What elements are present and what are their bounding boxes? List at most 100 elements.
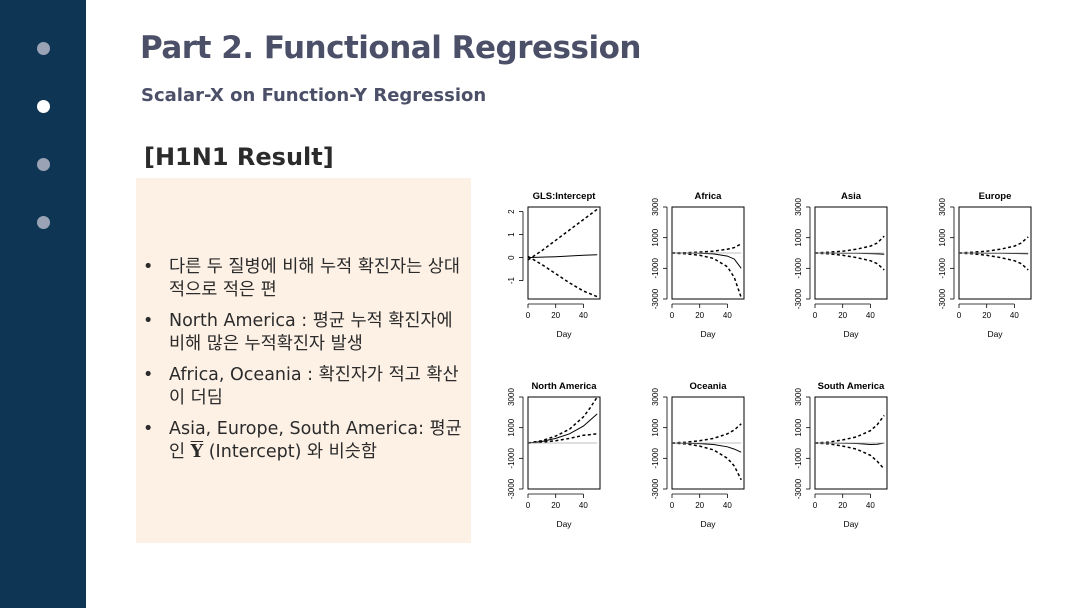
y-tick-label: -1000	[794, 448, 803, 469]
x-axis-label: Day	[700, 329, 716, 339]
y-tick-label: 0	[507, 255, 516, 260]
confidence-band-line	[958, 252, 1029, 271]
confidence-band-line	[671, 423, 742, 444]
x-tick-label: 0	[526, 501, 531, 510]
chart-panel: South America 0 20 40 Day -3000 -1000 1000 3000	[794, 381, 888, 529]
bullet-marker: •	[143, 257, 154, 277]
x-axis-label: Day	[556, 329, 572, 339]
x-tick-label: 0	[670, 311, 675, 320]
bullet-marker: •	[143, 419, 154, 439]
bullet-text: North America : 평균 누적 확진자에 비해 많은 누적확진자 발…	[169, 311, 453, 354]
confidence-band-line	[814, 442, 885, 470]
bullet-text: Africa, Oceania : 확진자가 적고 확산이 더딤	[169, 365, 459, 408]
y-tick-label: 1000	[794, 228, 803, 246]
bullet-marker: •	[143, 311, 154, 331]
nav-dot-1[interactable]	[37, 42, 50, 55]
y-tick-label: 3000	[507, 388, 516, 406]
bullet-item: • Asia, Europe, South America: 평균인 Y (Int…	[140, 418, 466, 464]
y-tick-label: -3000	[794, 288, 803, 309]
chart-title: South America	[818, 381, 885, 392]
page-title: Part 2. Functional Regression	[140, 30, 641, 66]
chart-title: Oceania	[690, 381, 728, 392]
y-tick-label: -1000	[938, 258, 947, 279]
chart-title: Africa	[695, 191, 723, 202]
y-tick-label: 3000	[938, 198, 947, 216]
bullet-item: • North America : 평균 누적 확진자에 비해 많은 누적확진자 …	[140, 310, 466, 356]
y-tick-label: -3000	[507, 478, 516, 499]
x-tick-label: 40	[579, 501, 588, 510]
x-axis-label: Day	[700, 519, 716, 529]
x-tick-label: 20	[982, 311, 991, 320]
x-tick-label: 20	[551, 501, 560, 510]
x-tick-label: 0	[813, 501, 818, 510]
confidence-band-line	[814, 414, 885, 444]
bullet-marker: •	[143, 365, 154, 385]
chart-grid: GLS:Intercept 0 20 40 Day -1 0 1 2 Africa 0 20 40 Day…	[507, 191, 1032, 529]
x-axis-label: Day	[556, 519, 572, 529]
chart-title: Europe	[979, 191, 1012, 202]
estimate-line	[672, 252, 742, 269]
confidence-band-line	[527, 396, 598, 444]
x-tick-label: 20	[695, 311, 704, 320]
y-tick-label: 3000	[794, 198, 803, 216]
x-tick-label: 0	[526, 311, 531, 320]
y-bar-symbol: Y	[190, 442, 204, 462]
chart-panel: Africa 0 20 40 Day -3000 -1000 1000 3000	[651, 191, 745, 339]
bullet-text: 다른 두 질병에 비해 누적 확진자는 상대적으로 적은 편	[169, 257, 460, 300]
x-tick-label: 40	[866, 311, 875, 320]
confidence-band-line	[527, 255, 598, 298]
chart-panel: Oceania 0 20 40 Day -3000 -1000 1000 3000	[651, 381, 745, 529]
y-tick-label: 1000	[507, 418, 516, 436]
notes-panel	[136, 178, 471, 543]
y-tick-label: -1	[507, 276, 516, 284]
bullet-item: • 다른 두 질병에 비해 누적 확진자는 상대적으로 적은 편	[140, 256, 466, 302]
x-tick-label: 40	[723, 311, 732, 320]
x-tick-label: 40	[866, 501, 875, 510]
y-tick-label: 1000	[651, 228, 660, 246]
y-tick-label: 1	[507, 232, 516, 237]
confidence-band-line	[814, 235, 885, 254]
plot-frame	[527, 206, 601, 300]
x-axis-label: Day	[843, 519, 859, 529]
y-tick-label: 1000	[794, 418, 803, 436]
chart-panel: Asia 0 20 40 Day -3000 -1000 1000 3000	[794, 191, 888, 339]
y-tick-label: -3000	[651, 478, 660, 499]
bullet-item: • Africa, Oceania : 확진자가 적고 확산이 더딤	[140, 364, 466, 410]
confidence-band-line	[527, 433, 598, 444]
chart-panel: GLS:Intercept 0 20 40 Day -1 0 1 2	[507, 191, 601, 339]
bullet-text-post: (Intercept) 와 비슷함	[203, 442, 377, 462]
y-tick-label: 1000	[651, 418, 660, 436]
bullet-text-pre: Asia, Europe, South America: 평균인	[169, 419, 462, 462]
estimate-line	[527, 254, 598, 259]
chart-title: GLS:Intercept	[533, 191, 597, 202]
chart-panel: North America 0 20 40 Day -3000 -1000 1000 3000	[507, 381, 601, 529]
y-tick-label: -3000	[794, 478, 803, 499]
sidebar	[0, 0, 86, 608]
x-tick-label: 0	[670, 501, 675, 510]
y-tick-label: -1000	[651, 258, 660, 279]
x-tick-label: 20	[838, 501, 847, 510]
chart-panel: Europe 0 20 40 Day -3000 -1000 1000 3000	[938, 191, 1032, 339]
bullet-list: • 다른 두 질병에 비해 누적 확진자는 상대적으로 적은 편 • North A…	[140, 256, 466, 472]
y-tick-label: -3000	[651, 288, 660, 309]
nav-dot-3[interactable]	[37, 158, 50, 171]
confidence-band-line	[671, 243, 742, 254]
estimate-line	[527, 413, 598, 444]
x-axis-label: Day	[987, 329, 1003, 339]
confidence-band-line	[671, 252, 742, 298]
x-tick-label: 20	[838, 311, 847, 320]
confidence-band-line	[958, 236, 1029, 254]
y-tick-label: 3000	[651, 388, 660, 406]
chart-title: Asia	[841, 191, 862, 202]
x-tick-label: 40	[579, 311, 588, 320]
nav-dot-2[interactable]	[37, 100, 50, 113]
y-tick-label: -3000	[938, 288, 947, 309]
nav-dot-4[interactable]	[37, 216, 50, 229]
y-tick-label: -1000	[794, 258, 803, 279]
y-tick-label: 3000	[651, 198, 660, 216]
x-tick-label: 20	[695, 501, 704, 510]
y-tick-label: 2	[507, 209, 516, 214]
x-tick-label: 20	[551, 311, 560, 320]
x-tick-label: 0	[957, 311, 962, 320]
y-tick-label: -1000	[507, 448, 516, 469]
